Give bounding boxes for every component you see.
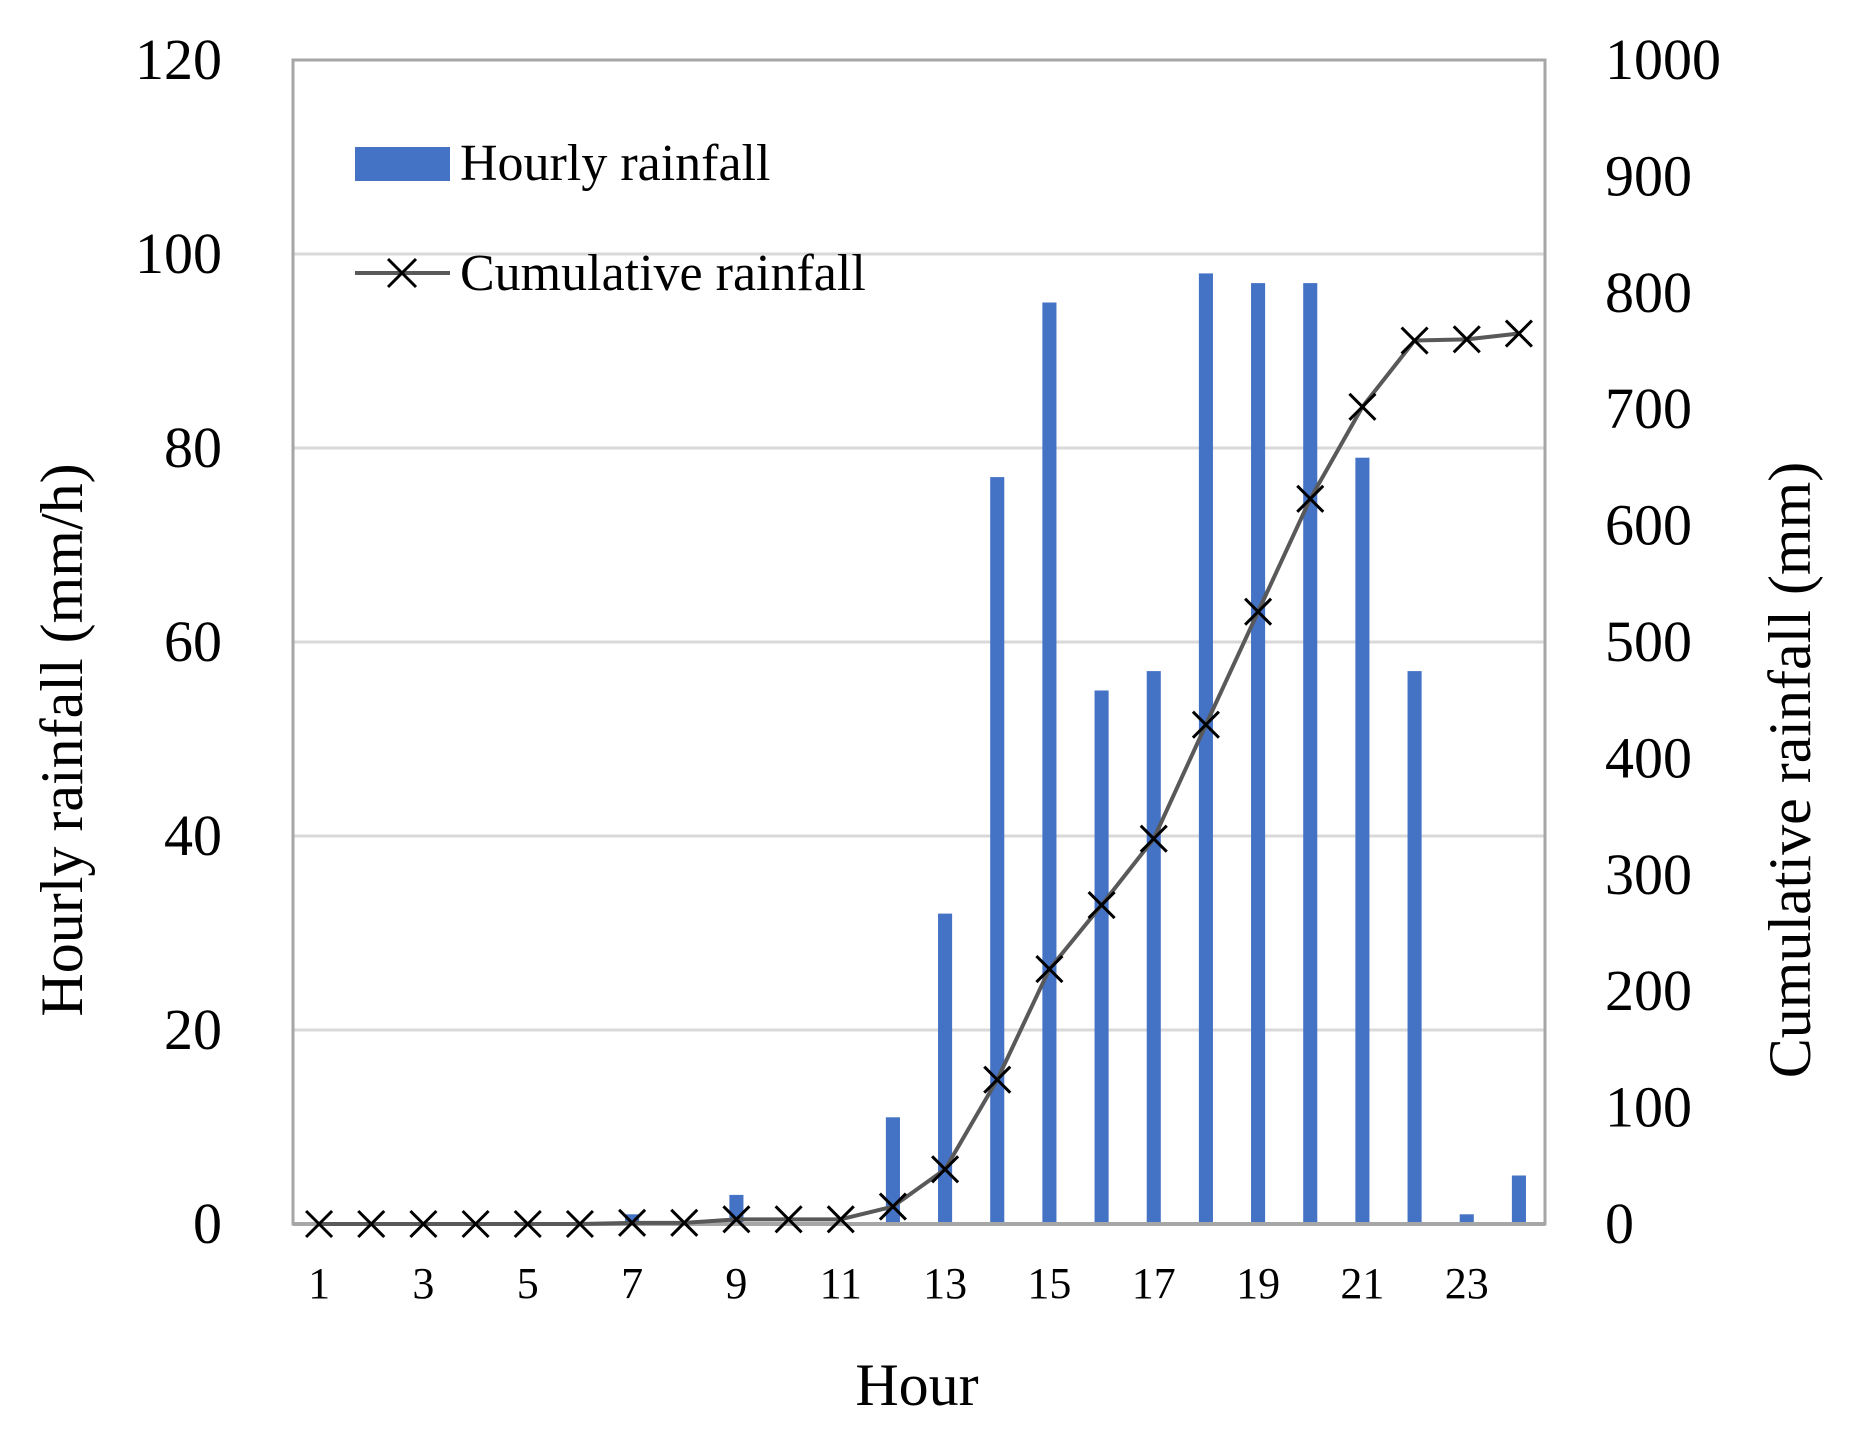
y2-tick-200: 200 bbox=[1605, 958, 1692, 1023]
y-tick-20: 20 bbox=[164, 997, 222, 1062]
bar-hour-23 bbox=[1459, 1214, 1474, 1224]
bar-hour-12 bbox=[885, 1117, 900, 1224]
y-tick-120: 120 bbox=[135, 27, 222, 92]
x-tick-17: 17 bbox=[1132, 1259, 1176, 1308]
x-tick-21: 21 bbox=[1340, 1259, 1384, 1308]
y-axis-title: Hourly rainfall (mm/h) bbox=[29, 463, 95, 1016]
point-marker-hour-21 bbox=[1348, 392, 1377, 421]
x-tick-13: 13 bbox=[923, 1259, 967, 1308]
y2-tick-1000: 1000 bbox=[1605, 27, 1721, 92]
x-axis-title: Hour bbox=[855, 1352, 978, 1418]
legend-swatch-cumulative-marker bbox=[386, 257, 418, 289]
y-tick-0: 0 bbox=[193, 1191, 222, 1256]
point-marker-hour-19 bbox=[1244, 597, 1273, 626]
point-marker-hour-22 bbox=[1400, 326, 1429, 355]
point-marker-hour-13 bbox=[931, 1155, 960, 1184]
x-tick-15: 15 bbox=[1027, 1259, 1071, 1308]
x-tick-7: 7 bbox=[621, 1259, 643, 1308]
x-tick-19: 19 bbox=[1236, 1259, 1280, 1308]
bar-hour-14 bbox=[990, 477, 1005, 1225]
legend-swatch-hourly-rainfall bbox=[355, 147, 450, 181]
point-marker-hour-12 bbox=[878, 1192, 907, 1221]
point-marker-hour-6 bbox=[565, 1209, 594, 1239]
point-marker-hour-9 bbox=[722, 1205, 751, 1234]
x-tick-3: 3 bbox=[412, 1259, 434, 1308]
bar-hour-18 bbox=[1198, 273, 1213, 1224]
y-tick-40: 40 bbox=[164, 803, 222, 868]
tick-labels: 0 20 40 60 80 100 120 0 100 200 300 400 500 600 700 800… bbox=[135, 27, 1721, 1308]
point-marker-hour-15 bbox=[1035, 955, 1064, 984]
point-marker-hour-8 bbox=[670, 1208, 699, 1237]
y2-tick-900: 900 bbox=[1605, 143, 1692, 208]
bar-hour-20 bbox=[1303, 283, 1318, 1225]
point-marker-hour-5 bbox=[513, 1209, 542, 1239]
y-tick-60: 60 bbox=[164, 609, 222, 674]
y2-tick-500: 500 bbox=[1605, 609, 1692, 674]
point-marker-hour-10 bbox=[774, 1205, 803, 1234]
bar-hour-15 bbox=[1042, 302, 1057, 1224]
legend-label-hourly-rainfall: Hourly rainfall bbox=[460, 135, 770, 192]
point-marker-hour-16 bbox=[1087, 891, 1116, 920]
y2-tick-800: 800 bbox=[1605, 260, 1692, 325]
point-marker-hour-20 bbox=[1296, 484, 1325, 513]
point-marker-hour-18 bbox=[1191, 710, 1220, 739]
point-marker-hour-3 bbox=[409, 1209, 438, 1239]
bar-hour-19 bbox=[1251, 283, 1266, 1225]
x-tick-5: 5 bbox=[517, 1259, 539, 1308]
x-tick-23: 23 bbox=[1445, 1259, 1489, 1308]
y-tick-80: 80 bbox=[164, 415, 222, 480]
x-tick-1: 1 bbox=[308, 1259, 330, 1308]
point-marker-hour-23 bbox=[1452, 325, 1481, 354]
bar-hour-21 bbox=[1355, 457, 1370, 1224]
y-tick-100: 100 bbox=[135, 221, 222, 286]
point-marker-hour-2 bbox=[357, 1209, 386, 1239]
x-tick-11: 11 bbox=[820, 1259, 862, 1308]
y2-tick-700: 700 bbox=[1605, 376, 1692, 441]
point-marker-hour-7 bbox=[618, 1208, 647, 1237]
cumulative-line bbox=[319, 331, 1520, 1226]
bar-hour-13 bbox=[938, 913, 953, 1224]
y2-tick-600: 600 bbox=[1605, 493, 1692, 558]
y2-axis-title: Cumulative rainfall (mm) bbox=[1757, 462, 1823, 1079]
x-tick-9: 9 bbox=[725, 1259, 747, 1308]
bar-hour-24 bbox=[1511, 1175, 1526, 1224]
y2-tick-100: 100 bbox=[1605, 1075, 1692, 1140]
point-marker-hour-17 bbox=[1139, 824, 1168, 853]
y2-tick-300: 300 bbox=[1605, 842, 1692, 907]
y2-tick-400: 400 bbox=[1605, 725, 1692, 790]
bar-series-hourly-rainfall bbox=[625, 273, 1526, 1225]
line-series-cumulative-rainfall bbox=[305, 319, 1533, 1239]
point-marker-hour-1 bbox=[305, 1209, 334, 1239]
gridlines bbox=[293, 252, 1545, 1032]
bar-hour-7 bbox=[625, 1214, 640, 1224]
bar-hour-17 bbox=[1146, 671, 1161, 1224]
bar-hour-16 bbox=[1094, 690, 1109, 1224]
y2-tick-0: 0 bbox=[1605, 1191, 1634, 1256]
point-marker-hour-14 bbox=[983, 1065, 1012, 1094]
point-marker-hour-11 bbox=[826, 1205, 855, 1234]
legend: Hourly rainfall Cumulative rainfall bbox=[355, 135, 866, 302]
point-marker-hour-4 bbox=[461, 1209, 490, 1239]
legend-label-cumulative-rainfall: Cumulative rainfall bbox=[460, 245, 866, 302]
point-marker-hour-24 bbox=[1504, 319, 1533, 348]
bar-hour-22 bbox=[1407, 671, 1422, 1224]
